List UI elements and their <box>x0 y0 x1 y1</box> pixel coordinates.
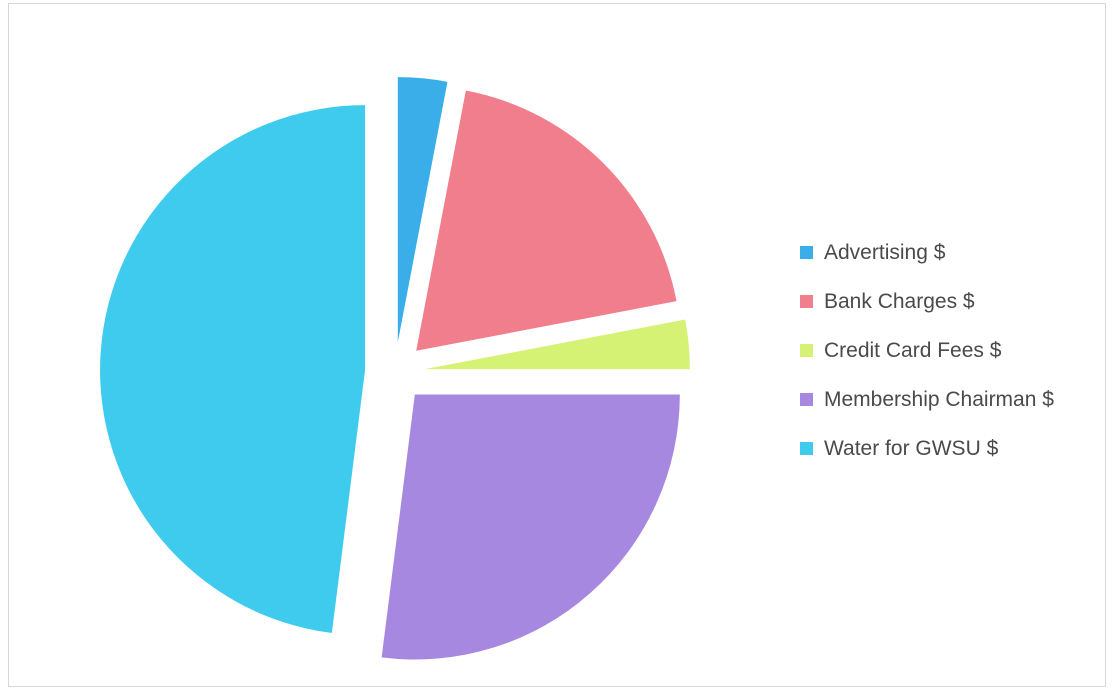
legend-item[interactable]: Credit Card Fees $ <box>800 338 1054 363</box>
pie-slices <box>100 77 690 660</box>
pie-slice-advertising[interactable] <box>397 77 448 343</box>
legend-label: Credit Card Fees $ <box>824 338 1002 362</box>
legend-item[interactable]: Membership Chairman $ <box>800 387 1054 412</box>
legend-swatch <box>800 246 813 259</box>
chart-legend: Advertising $ Bank Charges $ Credit Card F… <box>800 240 1054 485</box>
legend-item[interactable]: Advertising $ <box>800 240 1054 265</box>
legend-label: Advertising $ <box>824 240 946 264</box>
legend-item[interactable]: Bank Charges $ <box>800 289 1054 314</box>
pie-slice-water-for-gwsu[interactable] <box>100 105 366 634</box>
pie-slice-membership-chairman[interactable] <box>381 394 680 660</box>
legend-item[interactable]: Water for GWSU $ <box>800 436 1054 461</box>
legend-swatch <box>800 295 813 308</box>
legend-label: Membership Chairman $ <box>824 387 1054 411</box>
pie-slice-credit-card-fees[interactable] <box>424 319 690 370</box>
legend-swatch <box>800 442 813 455</box>
pie-slice-bank-charges[interactable] <box>416 90 677 351</box>
legend-label: Water for GWSU $ <box>824 436 999 460</box>
legend-label: Bank Charges $ <box>824 289 975 313</box>
legend-swatch <box>800 344 813 357</box>
legend-swatch <box>800 393 813 406</box>
